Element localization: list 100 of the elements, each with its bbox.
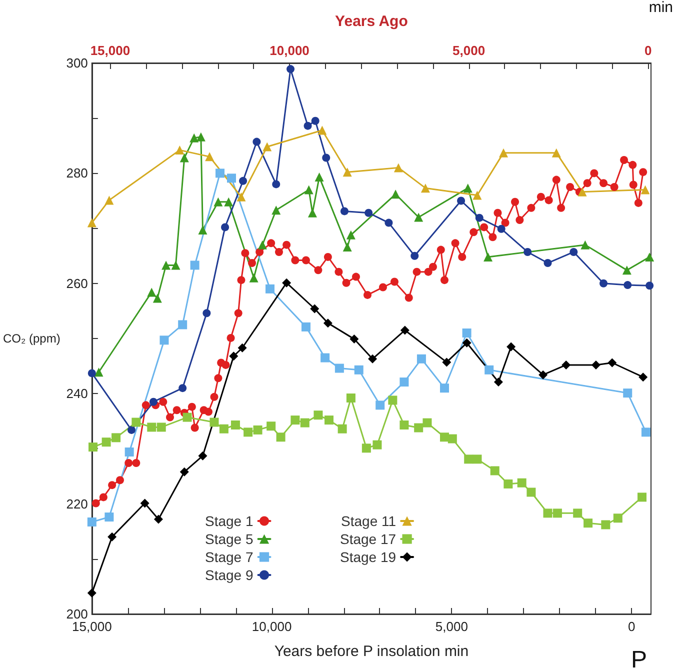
point <box>175 146 184 155</box>
point <box>140 498 150 508</box>
point <box>88 369 96 378</box>
x-tick-label: 10,000 <box>252 619 292 634</box>
x2-tick-label: 10,000 <box>270 43 310 58</box>
point <box>178 384 187 392</box>
point <box>504 479 513 488</box>
point <box>591 360 600 370</box>
point <box>584 518 593 528</box>
point <box>388 396 398 405</box>
point <box>422 418 432 428</box>
point <box>124 448 134 457</box>
point <box>253 425 262 434</box>
point <box>196 132 206 142</box>
point <box>230 420 240 430</box>
point <box>300 418 310 428</box>
point <box>249 273 258 282</box>
point <box>394 163 403 172</box>
y-tick-label: 240 <box>66 386 88 402</box>
point <box>346 230 356 240</box>
point <box>601 520 610 530</box>
y-tick-label: 260 <box>66 276 88 291</box>
point <box>323 318 332 328</box>
legend-label: Stage 19 <box>340 549 396 565</box>
point <box>272 206 281 215</box>
point <box>202 309 211 318</box>
point <box>578 187 587 196</box>
point <box>236 192 246 202</box>
point <box>342 242 352 252</box>
point <box>290 416 300 425</box>
point <box>314 172 324 182</box>
point <box>262 142 272 152</box>
point <box>472 190 482 200</box>
point <box>108 532 117 542</box>
x-tick-label: 15,000 <box>72 619 112 634</box>
point <box>178 320 188 330</box>
point <box>180 153 189 162</box>
point <box>464 454 474 464</box>
point <box>416 354 426 364</box>
point <box>414 212 424 222</box>
point <box>282 278 292 288</box>
point <box>229 352 238 361</box>
point <box>645 252 654 262</box>
point <box>622 266 632 275</box>
point <box>252 138 261 146</box>
y-tick-label: 200 <box>66 606 88 622</box>
point <box>214 197 223 206</box>
point <box>227 174 236 183</box>
point <box>562 360 571 370</box>
point <box>641 428 650 437</box>
point <box>364 208 373 217</box>
point <box>490 466 500 476</box>
point <box>570 248 578 256</box>
point <box>190 133 199 142</box>
point <box>322 154 330 162</box>
point <box>517 478 526 488</box>
point <box>354 365 364 374</box>
point <box>372 440 382 450</box>
point <box>87 588 96 598</box>
point <box>210 418 219 427</box>
point <box>448 434 457 444</box>
point <box>310 304 320 314</box>
point <box>198 225 208 234</box>
x2-tick-label: 5,000 <box>452 43 486 58</box>
point <box>160 336 169 345</box>
point <box>239 176 248 185</box>
point <box>362 444 371 453</box>
point <box>624 281 632 290</box>
point <box>342 168 352 177</box>
point <box>152 294 162 303</box>
point <box>457 196 466 205</box>
point <box>600 279 608 288</box>
point <box>311 116 320 125</box>
point <box>156 422 166 432</box>
point <box>87 218 96 228</box>
point <box>497 224 506 233</box>
point <box>94 368 104 377</box>
point <box>346 394 356 403</box>
point <box>128 426 136 434</box>
point <box>132 418 141 427</box>
point <box>154 514 163 524</box>
legend-label: Stage 17 <box>340 531 396 547</box>
y-axis-title: CO₂ (ppm) <box>3 332 60 346</box>
point <box>304 122 312 130</box>
point <box>440 384 449 393</box>
x2-axis-title: Years Ago <box>335 13 408 30</box>
point <box>420 184 430 193</box>
point <box>640 185 650 194</box>
point <box>338 424 347 434</box>
x-tick-label: 0 <box>628 619 636 634</box>
point <box>276 432 286 442</box>
point <box>171 260 180 270</box>
legend-label: Stage 11 <box>341 513 396 529</box>
legend-label: Stage 5 <box>204 531 254 547</box>
point <box>608 358 617 368</box>
point <box>324 416 334 425</box>
point <box>472 454 482 464</box>
point <box>180 467 189 476</box>
point <box>442 358 452 367</box>
point <box>484 365 494 374</box>
